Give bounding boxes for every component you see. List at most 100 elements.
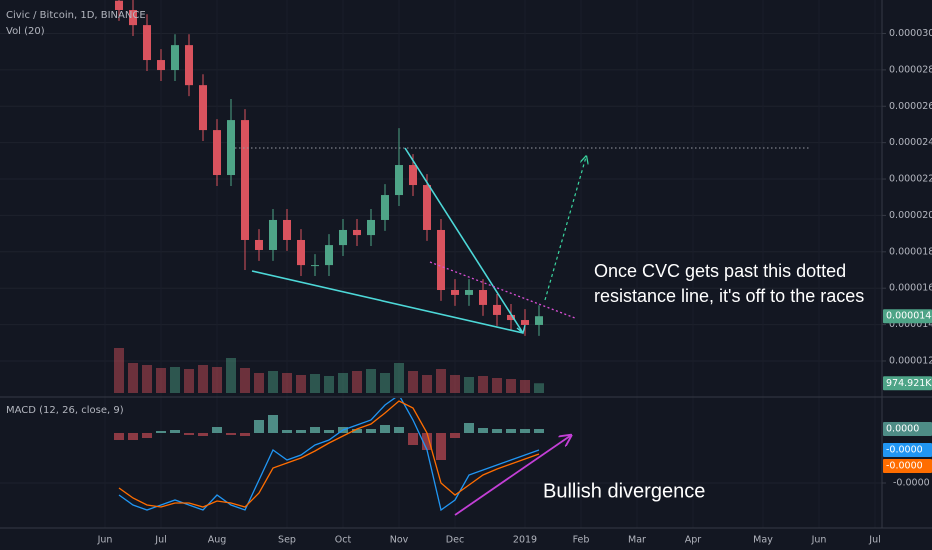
candle-body	[115, 0, 123, 11]
chart-title: Civic / Bitcoin, 1D, BINANCE	[6, 10, 146, 21]
x-tick-label: 2019	[513, 535, 537, 546]
trendline-upper	[404, 147, 524, 334]
x-tick-label: Mar	[628, 535, 646, 546]
candle-body	[325, 245, 333, 266]
volume-bar	[534, 383, 544, 393]
macd-histogram-bar	[408, 433, 418, 445]
candle-body	[143, 25, 151, 61]
dotted-resistance	[429, 261, 576, 319]
macd-histogram-bar	[310, 427, 320, 433]
last-macd-label: -0.0000	[886, 445, 923, 456]
volume-layer	[114, 348, 544, 393]
volume-bar	[198, 365, 208, 393]
x-tick-label: Aug	[208, 535, 227, 546]
macd-layer	[114, 398, 544, 512]
candle-body	[241, 120, 249, 240]
candle-layer	[115, 0, 543, 336]
y-tick-label: 0.00001600	[889, 283, 932, 294]
macd-histogram-bar	[268, 415, 278, 433]
candle-body	[255, 239, 263, 250]
volume-bar	[366, 369, 376, 393]
candle-body	[269, 219, 277, 250]
volume-bar	[380, 373, 390, 393]
macd-histogram-bar	[184, 433, 194, 435]
macd-histogram-bar	[156, 431, 166, 433]
x-tick-label: Sep	[278, 535, 296, 546]
macd-histogram-bar	[296, 430, 306, 433]
candle-body	[311, 265, 319, 267]
volume-bar	[408, 371, 418, 393]
volume-bar	[170, 367, 180, 393]
candle-body	[129, 10, 137, 26]
y-tick-label: 0.00001200	[889, 355, 932, 366]
candle-body	[493, 304, 501, 315]
volume-bar	[506, 379, 516, 393]
x-tick-label: Nov	[390, 535, 409, 546]
volume-bar	[156, 368, 166, 393]
macd-histogram-bar	[478, 428, 488, 433]
macd-line	[118, 398, 540, 512]
x-tick-label: Jun	[97, 535, 113, 546]
trendline-lower	[251, 270, 524, 334]
volume-bar	[324, 376, 334, 393]
macd-title: MACD (12, 26, close, 9)	[6, 405, 124, 416]
candle-body	[283, 219, 291, 240]
candle-body	[423, 185, 431, 230]
volume-bar	[254, 373, 264, 393]
y-tick-label: 0.00002200	[889, 174, 932, 185]
x-tick-label: Jul	[154, 535, 166, 546]
candle-body	[157, 60, 165, 71]
y-tick-label: 0.00003000	[889, 28, 932, 39]
candle-body	[521, 320, 529, 325]
volume-bar	[114, 348, 124, 393]
last-macd-label-bg	[883, 459, 932, 473]
last-volume-label-bg	[883, 376, 932, 391]
macd-histogram-bar	[394, 427, 404, 433]
volume-bar	[520, 380, 530, 393]
macd-histogram-bar	[240, 433, 250, 436]
candle-body	[535, 316, 543, 325]
volume-bar	[310, 374, 320, 393]
x-tick-label: May	[753, 535, 773, 546]
macd-histogram-bar	[352, 429, 362, 433]
last-macd-label: -0.0000	[886, 461, 923, 472]
volume-bar	[296, 375, 306, 393]
x-tick-label: Oct	[335, 535, 352, 546]
y-tick-label: 0.00001800	[889, 246, 932, 257]
candle-body	[451, 290, 459, 295]
volume-bar	[492, 378, 502, 393]
axis-layer: 0.00001200 0.00001400 0.00001600 0.00001800…	[97, 28, 932, 546]
volume-bar	[212, 367, 222, 393]
candle-body	[381, 195, 389, 220]
volume-bar	[436, 369, 446, 393]
annotation: resistance line, it's off to the races	[594, 286, 864, 306]
volume-bar	[184, 369, 194, 393]
volume-bar	[352, 371, 362, 393]
candle-body	[227, 120, 235, 176]
macd-histogram-bar	[142, 433, 152, 438]
last-price-label: 0.00001446	[886, 311, 932, 322]
volume-bar	[240, 368, 250, 393]
volume-bar	[282, 373, 292, 393]
candle-body	[367, 219, 375, 236]
candle-body	[437, 229, 445, 291]
candle-body	[409, 165, 417, 186]
candle-body	[353, 229, 361, 236]
macd-histogram-bar	[226, 433, 236, 435]
last-macd-label-bg	[883, 422, 932, 436]
macd-histogram-bar	[436, 433, 446, 460]
signal-line	[118, 400, 540, 508]
macd-histogram-bar	[380, 425, 390, 433]
volume-bar	[478, 376, 488, 393]
y-tick-label: 0.00002600	[889, 101, 932, 112]
candle-body	[171, 45, 179, 71]
macd-histogram-bar	[212, 427, 222, 433]
candle-body	[339, 229, 347, 246]
macd-histogram-bar	[464, 423, 474, 433]
annotation: Bullish divergence	[543, 480, 705, 502]
x-tick-label: Jun	[811, 535, 827, 546]
y-tick-label: 0.00001400	[889, 319, 932, 330]
volume-bar	[338, 373, 348, 393]
